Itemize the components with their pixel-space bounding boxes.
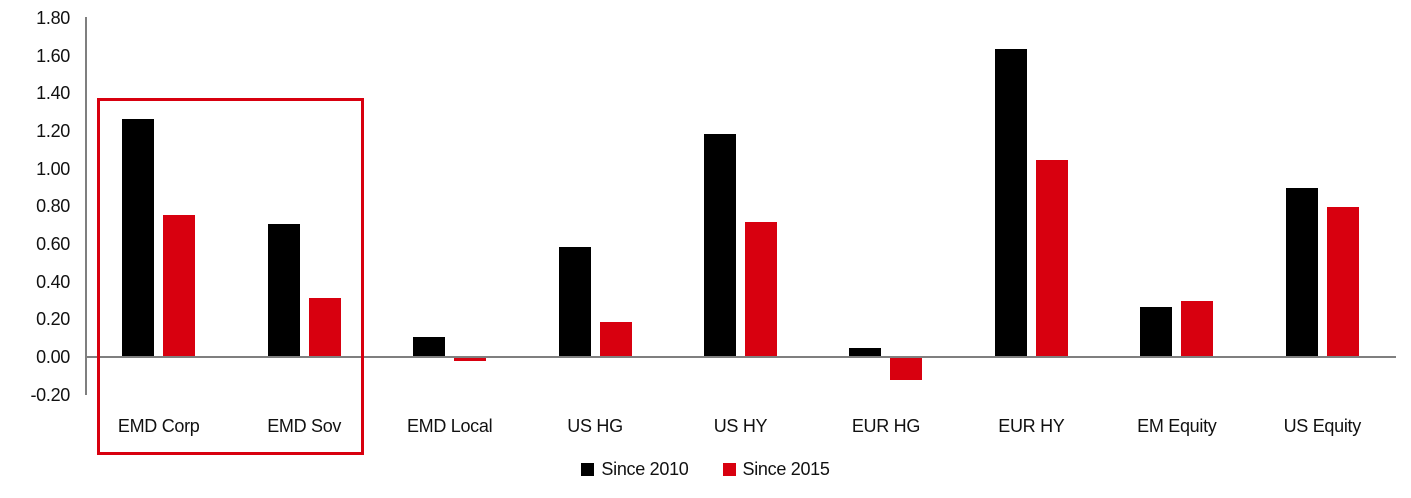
bar-since-2015-em-equity [1181,301,1214,356]
bar-since-2015-emd-corp [163,214,196,356]
x-axis-category-label-eur-hy: EUR HY [998,416,1065,436]
bar-since-2010-em-equity [1140,307,1173,356]
y-axis-line [85,17,87,395]
y-axis-tick-label: 1.00 [36,158,70,179]
legend: Since 2010 Since 2015 [0,459,1411,480]
bar-since-2010-us-hg [558,246,591,356]
x-axis-category-label-us-hg: US HG [567,416,623,436]
bar-since-2010-eur-hg [849,348,882,356]
x-axis-category-label-emd-local: EMD Local [406,416,493,436]
x-axis-category-label-us-hy: US HY [713,416,768,436]
y-axis-tick-label: 0.80 [36,196,70,217]
bar-since-2010-us-equity [1285,188,1318,356]
y-axis-tick-label: 0.40 [36,271,70,292]
y-axis-tick-label: 1.60 [36,45,70,66]
legend-swatch-black-icon [581,463,595,476]
x-axis-category-label-em-equity: EM Equity [1137,416,1217,436]
legend-item-since-2010: Since 2010 [581,459,689,480]
bar-since-2015-emd-sov [308,297,341,356]
bar-since-2015-us-hy [745,222,777,356]
legend-item-since-2015: Since 2015 [722,459,830,480]
y-axis-tick-label: 1.80 [36,8,70,29]
bar-since-2015-us-equity [1326,207,1359,356]
bar-since-2010-emd-corp [122,118,155,356]
x-axis-category-label-eur-hg: EUR HG [851,416,921,436]
y-axis-tick-label: 0.00 [36,347,70,367]
y-axis-tick-label: 1.20 [36,121,70,142]
bar-since-2010-eur-hy [994,49,1027,356]
legend-label-since-2015: Since 2015 [742,459,830,479]
y-axis-tick-label: -0.20 [30,384,70,405]
x-axis-category-label-emd-corp: EMD Corp [117,416,200,436]
bar-since-2015-emd-local [454,357,487,361]
x-axis-category-label-us-equity: US Equity [1283,416,1362,436]
legend-label-since-2010: Since 2010 [601,459,689,479]
legend-swatch-red-icon [722,463,736,476]
y-axis-tick-label: 0.60 [36,234,70,255]
bar-since-2015-eur-hy [1035,160,1068,356]
y-axis-tick-label: 0.20 [36,309,70,330]
bar-since-2010-emd-local [413,337,446,356]
y-axis-tick-label: 1.40 [36,83,70,104]
x-axis-category-label-emd-sov: EMD Sov [267,416,342,436]
bar-since-2015-eur-hg [890,357,923,380]
bar-since-2015-us-hg [599,322,632,356]
x-axis-zero-line [85,356,1396,358]
bar-since-2010-emd-sov [267,224,300,356]
highlight-rectangle-emd-corp-sov [97,98,364,455]
bar-since-2010-us-hy [704,133,736,356]
